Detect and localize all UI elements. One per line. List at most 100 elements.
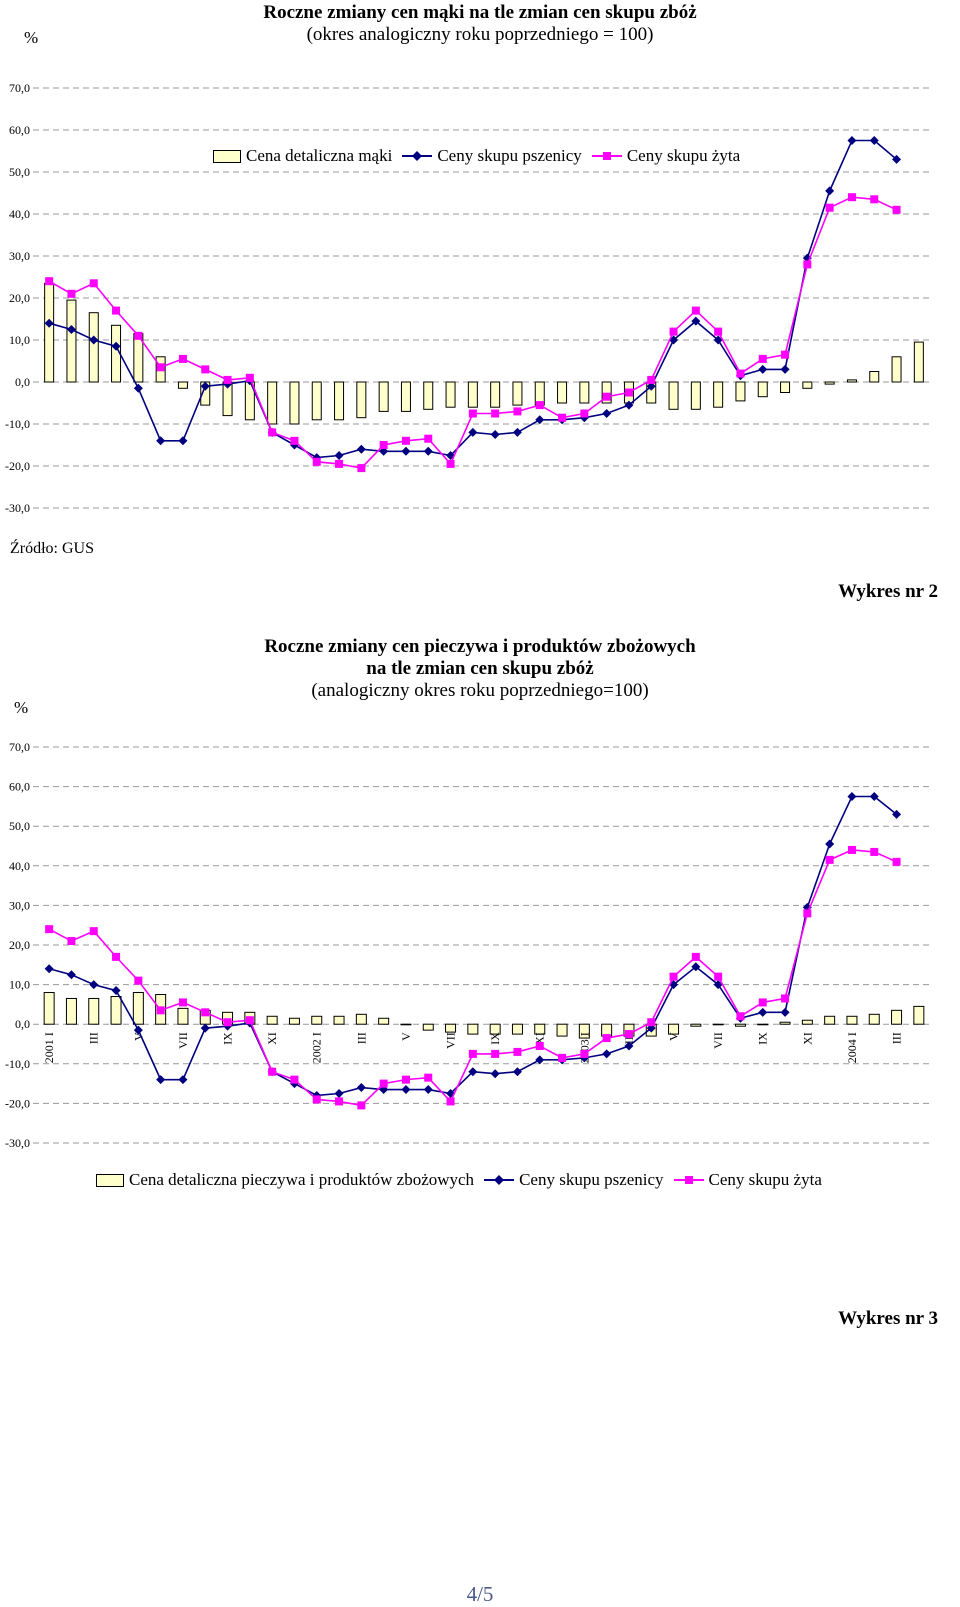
bar	[445, 381, 456, 408]
bar	[824, 1015, 836, 1025]
point	[379, 1079, 388, 1088]
chart2-title-block: Roczne zmiany cen pieczywa i produktów z…	[150, 636, 810, 702]
point	[669, 980, 679, 990]
point	[356, 444, 366, 454]
bar	[868, 1013, 880, 1025]
point	[223, 1018, 232, 1027]
point	[200, 381, 210, 391]
point	[781, 994, 790, 1003]
point	[423, 1085, 433, 1095]
bar	[490, 381, 501, 408]
chart2-legend-item-bread: Cena detaliczna pieczywa i produktów zbo…	[96, 1170, 474, 1190]
bar	[690, 1023, 702, 1027]
point	[691, 306, 700, 315]
bar	[445, 1023, 457, 1033]
point	[312, 1095, 321, 1104]
bar	[467, 1023, 479, 1035]
point	[468, 409, 477, 418]
bar	[177, 1007, 189, 1025]
point	[268, 1067, 277, 1076]
point	[558, 1053, 567, 1062]
y-tick-label: 20,0	[9, 291, 30, 305]
point	[67, 937, 76, 946]
point	[200, 1023, 210, 1033]
chart1-legend: Cena detaliczna mąki Ceny skupu pszenicy…	[213, 146, 750, 166]
bar	[557, 381, 568, 404]
point	[512, 427, 522, 437]
point	[780, 1007, 790, 1017]
point	[156, 436, 166, 446]
series-line	[48, 849, 897, 1107]
chart1-source: Źródło: GUS	[10, 540, 94, 557]
chart1-legend-label-rye: Ceny skupu żyta	[626, 146, 741, 165]
point	[490, 1069, 500, 1079]
point	[134, 976, 143, 985]
point	[736, 369, 745, 378]
chart2-title-line-1: Roczne zmiany cen pieczywa i produktów z…	[264, 636, 696, 657]
point	[334, 451, 344, 460]
point	[468, 427, 478, 437]
bar	[355, 1013, 367, 1025]
bar	[88, 997, 100, 1025]
point	[758, 364, 768, 374]
point	[847, 136, 857, 145]
point	[357, 1101, 366, 1110]
page-number: 4/5	[466, 1582, 494, 1606]
bar	[289, 381, 300, 425]
point	[357, 464, 366, 473]
point	[825, 203, 834, 212]
bar	[177, 381, 188, 389]
bar-swatch-icon	[213, 149, 241, 163]
point	[646, 381, 656, 391]
point	[67, 289, 76, 298]
point	[780, 364, 790, 374]
point	[133, 383, 143, 393]
y-tick-label: 40,0	[9, 207, 30, 221]
y-tick-label: 50,0	[9, 165, 30, 179]
bar	[400, 1023, 412, 1026]
y-tick-label: -20,0	[5, 1096, 30, 1110]
point	[535, 401, 544, 410]
point	[424, 1073, 433, 1082]
bar	[512, 381, 523, 406]
point	[691, 952, 700, 961]
point	[89, 279, 98, 288]
bar	[757, 1023, 769, 1026]
bar	[44, 282, 55, 383]
point	[111, 341, 121, 351]
diamond-line-swatch-icon	[402, 151, 433, 161]
point	[379, 441, 388, 449]
point	[847, 845, 856, 854]
point	[66, 325, 76, 334]
bar	[578, 1023, 590, 1039]
chart1-unit-label: %	[24, 28, 39, 47]
diamond-line-swatch-icon	[484, 1175, 515, 1185]
point	[45, 925, 54, 934]
y-tick-label: -10,0	[5, 1057, 30, 1071]
point	[379, 446, 389, 456]
bar	[802, 381, 813, 389]
bar	[267, 381, 278, 425]
bar	[757, 381, 768, 398]
bar	[132, 992, 144, 1025]
y-tick-label: 70,0	[9, 740, 30, 754]
x-tick-label: IX	[221, 1032, 235, 1045]
point	[781, 350, 790, 359]
point	[892, 809, 902, 819]
point	[112, 306, 121, 315]
point	[535, 1041, 544, 1050]
point	[691, 962, 701, 972]
chart2-number-label: Wykres nr 2	[838, 581, 938, 602]
point	[870, 847, 879, 856]
bar	[713, 381, 724, 408]
point	[401, 446, 411, 456]
point	[624, 1041, 634, 1051]
chart2-legend-label-bread: Cena detaliczna pieczywa i produktów zbo…	[129, 1170, 475, 1189]
bar	[891, 356, 902, 383]
bar	[356, 381, 367, 419]
y-tick-label: 60,0	[9, 780, 30, 794]
x-tick-label: IX	[756, 1032, 770, 1045]
bar	[311, 381, 322, 421]
bar	[869, 371, 880, 383]
point	[491, 1049, 500, 1058]
